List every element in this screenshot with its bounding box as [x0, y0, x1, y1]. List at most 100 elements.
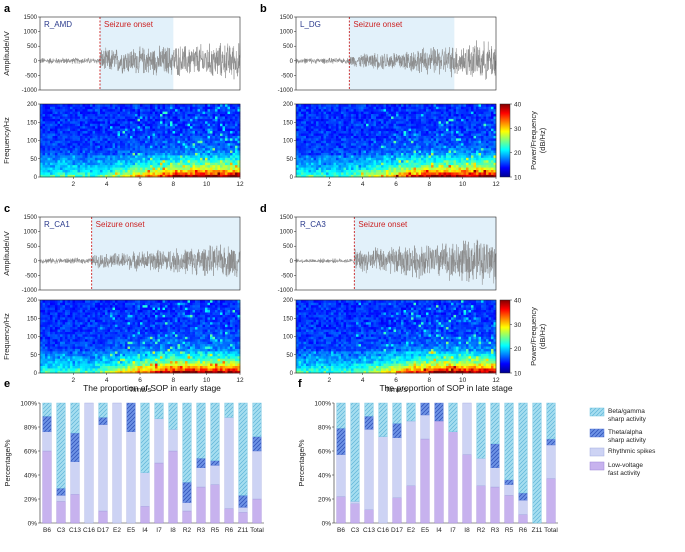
spectrogram-cell	[65, 142, 68, 146]
spectrogram-cell	[348, 123, 352, 127]
spectrogram-cell	[212, 150, 216, 153]
spectrogram-cell	[493, 142, 497, 146]
spectrogram-cell	[491, 135, 494, 139]
spectrogram-cell	[137, 104, 141, 107]
spectrogram-cell	[448, 142, 452, 146]
spectrogram-cell	[117, 152, 121, 156]
spectrogram-cell	[95, 142, 98, 146]
spectrogram-cell	[458, 159, 462, 163]
spectrogram-cell	[127, 159, 131, 163]
spectrogram-cell	[383, 125, 387, 129]
spectrogram-cell	[471, 113, 474, 117]
spectrogram-cell	[177, 145, 181, 149]
spectrogram-cell	[40, 341, 43, 345]
spectrogram-cell	[433, 150, 437, 153]
spectrogram-cell	[70, 159, 73, 163]
spectrogram-cell	[95, 169, 98, 173]
spectrogram-cell	[301, 145, 304, 149]
spectrogram-cell	[207, 169, 211, 173]
spectrogram-cell	[127, 138, 131, 141]
spectrogram-cell	[441, 147, 444, 151]
spectrogram-cell	[62, 162, 66, 166]
spectrogram-cell	[446, 111, 449, 115]
spectrogram-cell	[142, 172, 146, 175]
spectrogram-cell	[92, 147, 96, 151]
spectrogram-cell	[298, 106, 302, 110]
spectrogram-cell	[85, 135, 88, 139]
spectrogram-cell	[378, 152, 382, 156]
spectrogram-cell	[40, 125, 43, 129]
spectrogram-cell	[50, 162, 53, 166]
spectrogram-cell	[185, 145, 188, 149]
spectrogram-cell	[438, 133, 442, 136]
spectrogram-cell	[453, 162, 457, 166]
spectrogram-cell	[210, 145, 213, 149]
spectrogram-cell	[473, 125, 477, 129]
spectrogram-cell	[403, 106, 407, 110]
spectrogram-cell	[438, 128, 442, 132]
spectrogram-cell	[215, 164, 218, 168]
spectrogram-cell	[426, 113, 429, 117]
spectrogram-cell	[321, 147, 324, 151]
spectrogram-cell	[428, 172, 432, 175]
spectrogram-cell	[65, 133, 68, 136]
spectrogram-cell	[187, 135, 191, 139]
spectrogram-cell	[165, 113, 168, 117]
spectrogram-cell	[167, 167, 171, 170]
spectrogram-cell	[333, 118, 337, 122]
spectrogram-cell	[398, 162, 402, 166]
spectrogram-cell	[215, 172, 218, 175]
spectrogram-cell	[331, 157, 334, 161]
spectrogram-cell	[112, 159, 116, 163]
spectrogram-cell	[483, 116, 487, 119]
spectrogram-cell	[62, 174, 66, 178]
spectrogram-cell	[175, 125, 178, 129]
spectrogram-cell	[52, 111, 56, 115]
spectrogram-cell	[217, 118, 221, 122]
spectrogram-cell	[112, 174, 116, 178]
spectrogram-cell	[326, 174, 329, 178]
spectrogram-cell	[167, 152, 171, 156]
spectrogram-cell	[426, 108, 429, 112]
spectrogram-cell	[85, 147, 88, 151]
spectrogram-cell	[336, 116, 339, 119]
spectrogram-cell	[366, 142, 369, 146]
spectrogram-cell	[115, 106, 118, 110]
spectrogram-cell	[493, 123, 497, 127]
spectrogram-cell	[52, 130, 56, 134]
spectrogram-cell	[323, 116, 327, 119]
spectrogram-cell	[471, 157, 474, 161]
spectrogram-cell	[373, 142, 377, 146]
spectrogram-cell	[381, 169, 384, 173]
spectrogram-cell	[130, 130, 133, 134]
spectrogram-cell	[341, 108, 344, 112]
spectrogram-cell	[185, 159, 188, 163]
spectrogram-cell	[45, 130, 48, 134]
spectrogram-cell	[316, 157, 319, 161]
spectrogram-cell	[100, 121, 103, 124]
spectrogram-cell	[45, 321, 48, 325]
spectrogram-cell	[323, 164, 327, 168]
spectrogram-cell	[102, 159, 106, 163]
spectrogram-cell	[446, 162, 449, 166]
spectrogram-cell	[371, 169, 374, 173]
spectrogram-cell	[130, 157, 133, 161]
spectrogram-cell	[92, 167, 96, 170]
spectrogram-cell	[428, 138, 432, 141]
spectrogram-cell	[205, 130, 208, 134]
spectrogram-cell	[383, 174, 387, 178]
spec-xtick-label: 2	[328, 181, 332, 188]
spectrogram-cell	[80, 167, 83, 170]
spectrogram-cell	[202, 108, 206, 112]
spectrogram-cell	[361, 104, 364, 107]
spectrogram-cell	[458, 128, 462, 132]
spectrogram-cell	[115, 111, 118, 115]
spectrogram-cell	[160, 147, 163, 151]
spectrogram-cell	[40, 370, 43, 374]
spectrogram-cell	[418, 128, 422, 132]
panel-label-b: b	[260, 3, 267, 15]
spectrogram-cell	[456, 111, 459, 115]
spectrogram-cell	[125, 172, 128, 175]
spectrogram-cell	[376, 111, 379, 115]
spectrogram-cell	[82, 104, 86, 107]
